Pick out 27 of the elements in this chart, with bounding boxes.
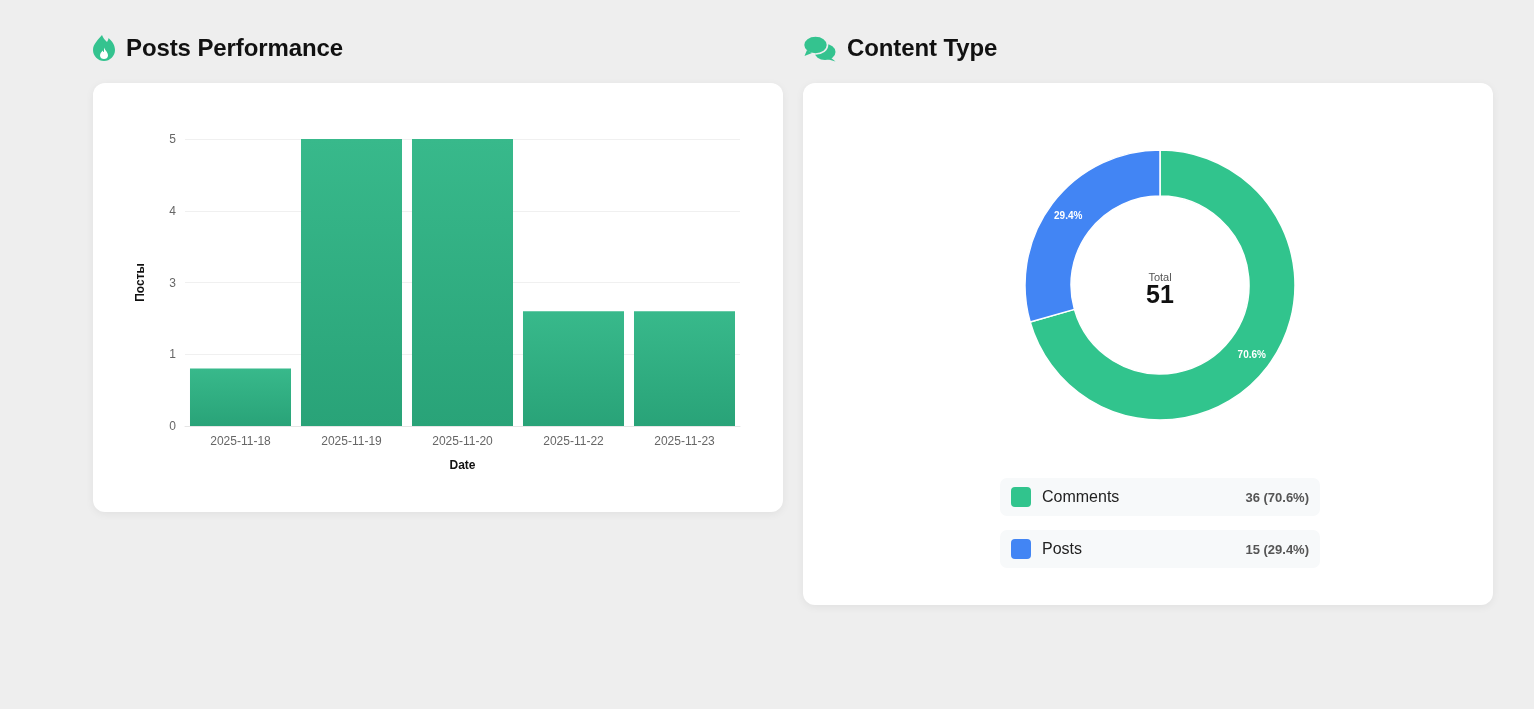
chart-title: Posts Performance xyxy=(126,34,344,62)
data-label: 36 (70.6%) xyxy=(1245,489,1309,505)
y-tick-label: 5 xyxy=(169,132,177,146)
y-tick-label: 0 xyxy=(169,419,177,433)
bar xyxy=(634,311,736,426)
text: Total xyxy=(1148,271,1172,283)
y-tick-label: 4 xyxy=(169,203,177,218)
x-tick-label: 2025-11-19 xyxy=(321,434,383,448)
bar xyxy=(301,139,403,426)
y-axis-title: Посты xyxy=(133,263,147,302)
x-tick-label: 2025-11-18 xyxy=(210,434,272,448)
text: 51 xyxy=(1146,280,1174,308)
chart-title: Content Type xyxy=(847,34,998,62)
text: 29.4% xyxy=(1054,210,1083,222)
x-tick-label: 2025-11-20 xyxy=(432,434,494,448)
x-axis-title: Date xyxy=(449,458,476,472)
y-tick-label: 1 xyxy=(169,347,177,362)
data-label: 15 (29.4%) xyxy=(1245,541,1309,557)
bar xyxy=(412,139,514,426)
y-tick-label: 3 xyxy=(169,275,177,290)
bar xyxy=(190,368,292,426)
text: 70.6% xyxy=(1237,348,1266,360)
legend-label: Posts xyxy=(1042,540,1083,558)
x-tick-label: 2025-11-22 xyxy=(543,434,605,448)
x-tick-label: 2025-11-23 xyxy=(654,434,716,448)
legend-label: Comments xyxy=(1042,488,1120,506)
bar xyxy=(523,311,625,426)
